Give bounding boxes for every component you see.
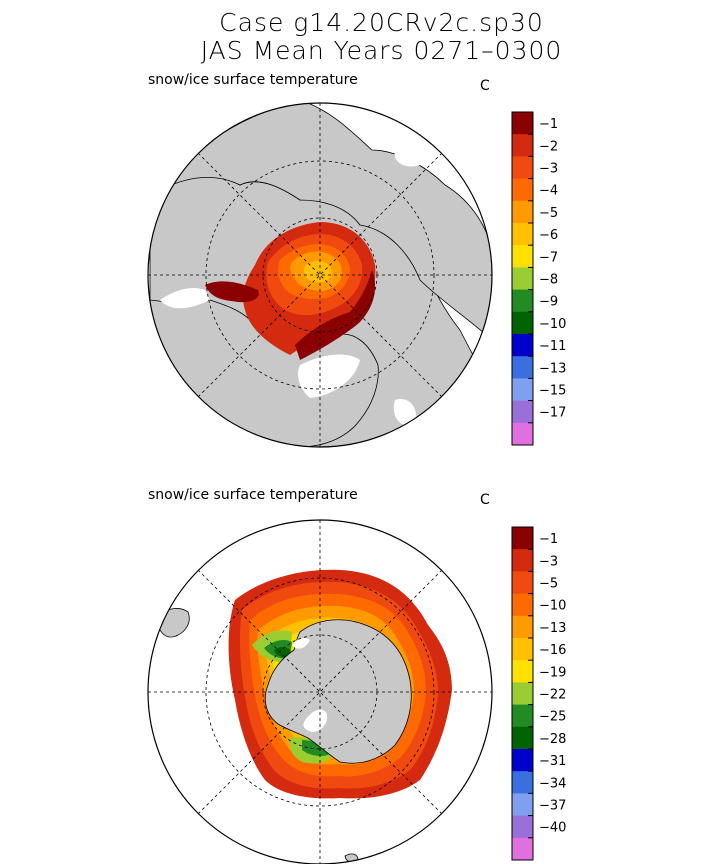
colorbar-swatch bbox=[512, 223, 533, 246]
colorbar-swatch bbox=[512, 838, 533, 861]
colorbar-level-label: −11 bbox=[539, 339, 566, 354]
colorbar-level-label: −8 bbox=[539, 273, 558, 288]
colorbar-swatch bbox=[512, 638, 533, 661]
colorbar-level-label: −40 bbox=[539, 821, 566, 836]
map-canvas: −1 −2 −3 −4 −5 −6 −7 −8 −9 −10 −11 −13 −15 −17 −1 −3 −5… bbox=[0, 0, 723, 864]
colorbar-level-label: −34 bbox=[539, 776, 566, 791]
colorbar-swatch bbox=[512, 705, 533, 728]
colorbar-swatch bbox=[512, 378, 533, 401]
colorbar-swatch bbox=[512, 356, 533, 379]
colorbar-swatch bbox=[512, 527, 533, 550]
colorbar-level-label: −31 bbox=[539, 754, 566, 769]
colorbar-swatch bbox=[512, 771, 533, 794]
colorbar-level-label: −13 bbox=[539, 361, 566, 376]
colorbar-level-label: −5 bbox=[539, 577, 558, 592]
colorbar-level-label: −28 bbox=[539, 732, 566, 747]
colorbar-level-label: −5 bbox=[539, 206, 558, 221]
colorbar-swatch bbox=[512, 134, 533, 157]
colorbar-level-label: −16 bbox=[539, 643, 566, 658]
colorbar-level-label: −15 bbox=[539, 384, 566, 399]
colorbar-swatch bbox=[512, 571, 533, 594]
colorbar-swatch bbox=[512, 201, 533, 224]
colorbar-swatch bbox=[512, 793, 533, 816]
colorbar-level-label: −2 bbox=[539, 139, 558, 154]
colorbar-swatch bbox=[512, 156, 533, 179]
colorbar-swatch bbox=[512, 594, 533, 617]
colorbar-level-label: −19 bbox=[539, 665, 566, 680]
colorbar-level-label: −1 bbox=[539, 532, 558, 547]
colorbar-swatch bbox=[512, 334, 533, 357]
colorbar-level-label: −7 bbox=[539, 250, 558, 265]
colorbar-swatch bbox=[512, 549, 533, 572]
colorbar-swatch bbox=[512, 682, 533, 705]
colorbar-level-label: −25 bbox=[539, 710, 566, 725]
colorbar-level-label: −4 bbox=[539, 184, 558, 199]
colorbar-level-label: −9 bbox=[539, 295, 558, 310]
colorbar-swatch bbox=[512, 749, 533, 772]
arctic-map bbox=[148, 100, 492, 460]
colorbar-swatch bbox=[512, 816, 533, 839]
colorbar-swatch bbox=[512, 179, 533, 202]
colorbar-level-label: −10 bbox=[539, 317, 566, 332]
colorbar-swatch bbox=[512, 112, 533, 135]
colorbar-swatch bbox=[512, 423, 533, 446]
colorbar-level-label: −13 bbox=[539, 621, 566, 636]
arctic-colorbar: −1 −2 −3 −4 −5 −6 −7 −8 −9 −10 −11 −13 −15 −17 bbox=[512, 112, 566, 446]
antarctic-colorbar: −1 −3 −5 −10 −13 −16 −19 −22 −25 −28 −31 −34 −37 −40 bbox=[512, 527, 566, 861]
colorbar-swatch bbox=[512, 312, 533, 335]
colorbar-level-label: −17 bbox=[539, 406, 566, 421]
colorbar-swatch bbox=[512, 245, 533, 268]
colorbar-swatch bbox=[512, 401, 533, 424]
colorbar-level-label: −10 bbox=[539, 599, 566, 614]
colorbar-swatch bbox=[512, 290, 533, 313]
antarctic-map bbox=[148, 520, 492, 864]
colorbar-swatch bbox=[512, 660, 533, 683]
colorbar-level-label: −3 bbox=[539, 554, 558, 569]
colorbar-level-label: −6 bbox=[539, 228, 558, 243]
colorbar-level-label: −22 bbox=[539, 688, 566, 703]
colorbar-level-label: −37 bbox=[539, 799, 566, 814]
colorbar-swatch bbox=[512, 616, 533, 639]
colorbar-swatch bbox=[512, 267, 533, 290]
colorbar-level-label: −3 bbox=[539, 162, 558, 177]
colorbar-level-label: −1 bbox=[539, 117, 558, 132]
colorbar-swatch bbox=[512, 727, 533, 750]
